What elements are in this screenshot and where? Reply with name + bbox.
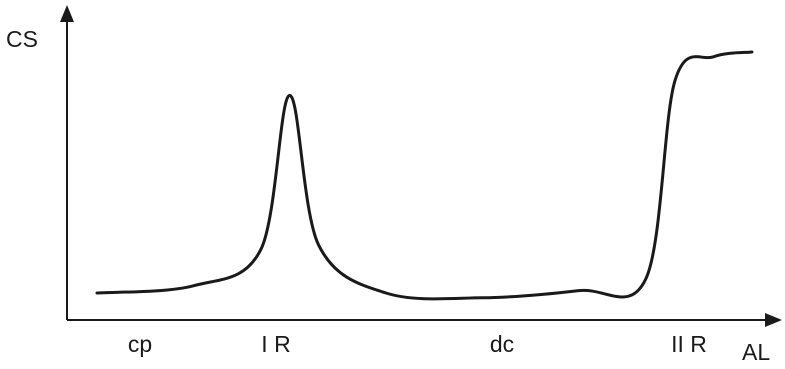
x-axis-label: AL [742,339,770,364]
y-axis-label: CS [6,26,38,52]
tick-label-cp: cp [128,331,152,357]
tick-label-first-r: I R [261,331,290,357]
data-curve [95,50,754,301]
tick-label-second-r: II R [671,331,707,357]
x-axis-arrow [765,313,782,327]
y-axis-arrow [60,5,74,22]
tick-label-dc: dc [490,331,514,357]
